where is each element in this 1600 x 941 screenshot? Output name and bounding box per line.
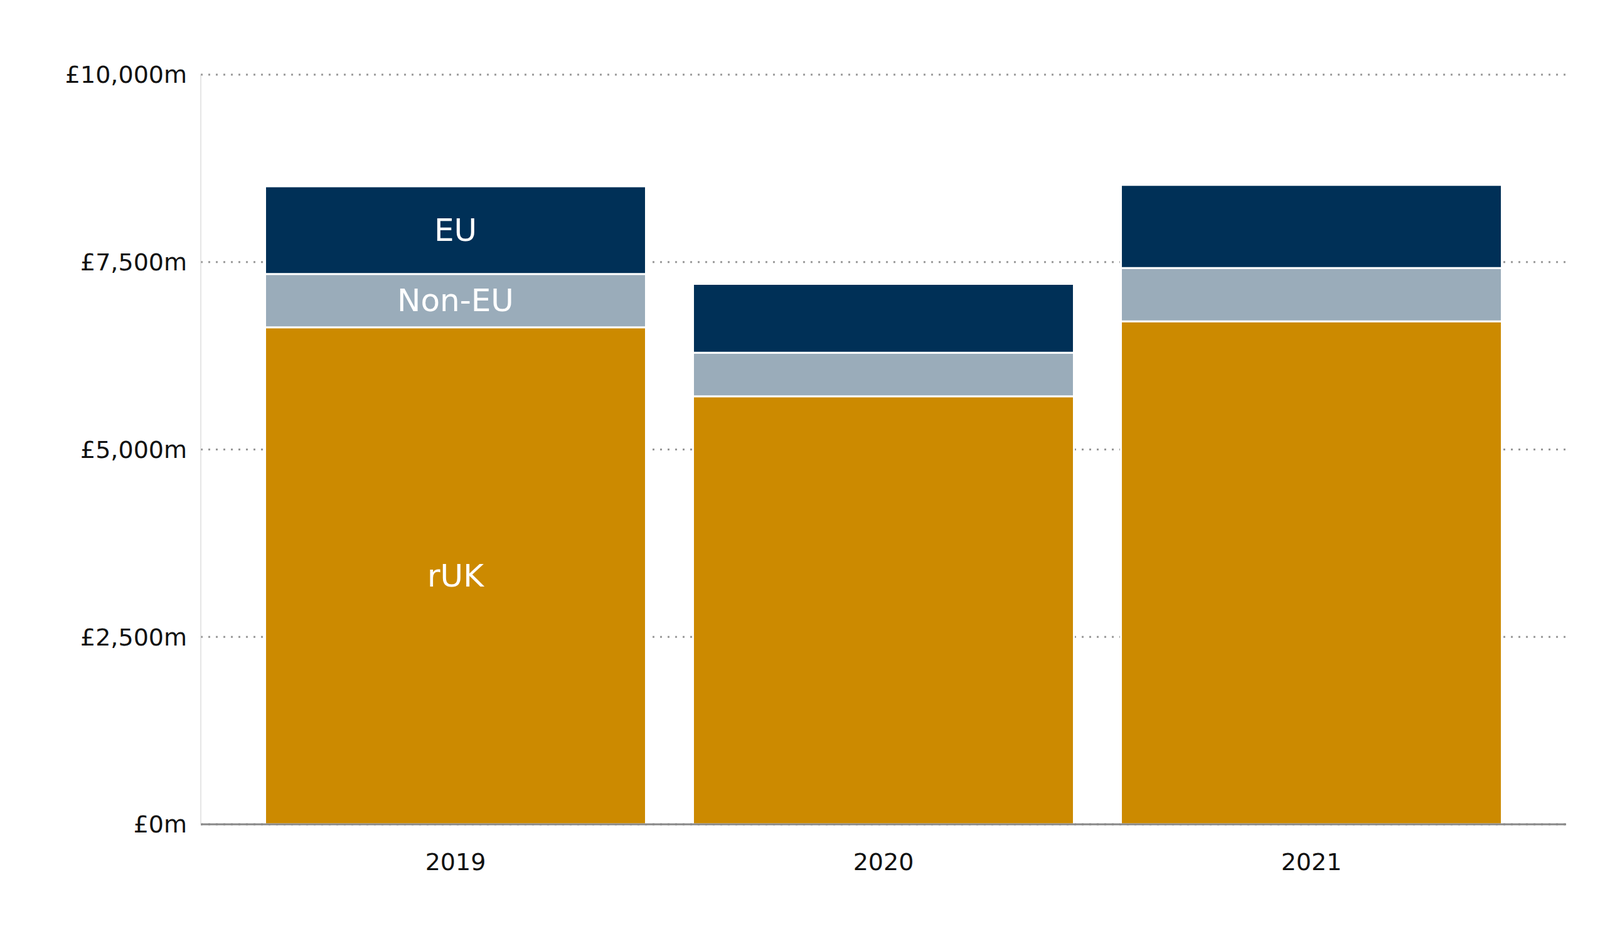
svg-text:£10,000m: £10,000m bbox=[65, 60, 187, 89]
svg-text:£2,500m: £2,500m bbox=[80, 623, 187, 652]
svg-text:rUK: rUK bbox=[427, 557, 485, 595]
svg-text:Non-EU: Non-EU bbox=[397, 282, 514, 319]
svg-text:EU: EU bbox=[434, 212, 477, 249]
svg-text:£5,000m: £5,000m bbox=[80, 436, 187, 464]
svg-text:2019: 2019 bbox=[425, 848, 487, 876]
svg-text:2021: 2021 bbox=[1281, 848, 1343, 876]
svg-text:2020: 2020 bbox=[853, 848, 915, 876]
svg-text:£0m: £0m bbox=[133, 810, 187, 839]
svg-text:£7,500m: £7,500m bbox=[80, 248, 187, 277]
